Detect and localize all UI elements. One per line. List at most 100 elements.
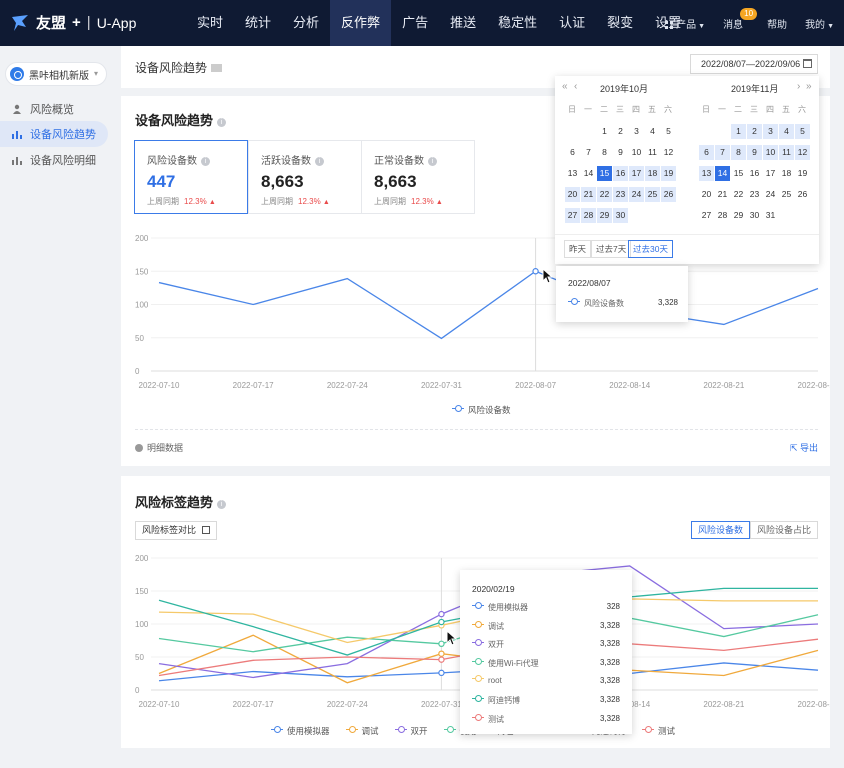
calendar-day[interactable]: 24 xyxy=(629,187,644,202)
calendar-day[interactable]: 15 xyxy=(733,168,744,178)
calendar-day[interactable]: 18 xyxy=(781,168,792,178)
calendar-day[interactable]: 11 xyxy=(648,147,657,157)
calendar-day[interactable]: 4 xyxy=(650,126,655,136)
sidebar-item-device-risk-detail[interactable]: 设备风险明细 xyxy=(0,147,108,173)
calendar-day[interactable]: 21 xyxy=(717,189,728,199)
nav-item-fission[interactable]: 裂变 xyxy=(607,15,634,30)
info-icon[interactable]: i xyxy=(315,157,324,166)
calendar-day[interactable]: 6 xyxy=(699,145,714,160)
calendar-day[interactable]: 2 xyxy=(618,126,623,136)
detail-data-toggle[interactable]: 明细数据 xyxy=(135,441,183,454)
calendar-day[interactable]: 16 xyxy=(749,168,760,178)
calendar-day[interactable]: 27 xyxy=(701,210,712,220)
calendar-day[interactable]: 14 xyxy=(715,166,730,181)
legend-item[interactable]: 调试 xyxy=(345,725,379,737)
calendar-day[interactable]: 7 xyxy=(586,147,591,157)
risk-tag-compare-button[interactable]: 风险标签对比 xyxy=(135,521,218,540)
toggle-risk-device-count[interactable]: 风险设备数 xyxy=(690,521,750,539)
shortcut-yesterday[interactable]: 昨天 xyxy=(564,240,592,258)
calendar-day[interactable]: 26 xyxy=(797,189,808,199)
legend-label[interactable]: 风险设备数 xyxy=(468,405,511,415)
brand-logo[interactable]: 友盟 + | U-App xyxy=(10,12,136,33)
help-link[interactable]: 帮助 xyxy=(767,19,788,31)
product-menu[interactable]: 产品 ▼ xyxy=(665,16,705,31)
calendar-day[interactable]: 17 xyxy=(629,166,644,181)
calendar-day[interactable]: 13 xyxy=(699,166,714,181)
calendar-day[interactable]: 6 xyxy=(570,147,575,157)
calendar-day[interactable]: 10 xyxy=(631,147,642,157)
calendar-day[interactable]: 9 xyxy=(747,145,762,160)
account-menu[interactable]: 我的 ▼ xyxy=(805,16,834,31)
calendar-day[interactable]: 30 xyxy=(613,208,628,223)
nav-item-statistics[interactable]: 统计 xyxy=(245,15,272,30)
calendar-day[interactable]: 30 xyxy=(749,210,760,220)
calendar-day[interactable]: 19 xyxy=(661,166,676,181)
info-icon[interactable]: i xyxy=(217,118,227,127)
next-month-icon[interactable]: › xyxy=(797,81,801,92)
calendar-day[interactable]: 16 xyxy=(613,166,628,181)
calendar-day[interactable]: 7 xyxy=(715,145,730,160)
nav-item-analysis[interactable]: 分析 xyxy=(293,15,320,30)
nav-item-anti-fraud[interactable]: 反作弊 xyxy=(330,0,392,46)
calendar-day[interactable]: 3 xyxy=(634,126,639,136)
calendar-day[interactable]: 9 xyxy=(618,147,623,157)
calendar-day[interactable]: 8 xyxy=(731,145,746,160)
calendar-day[interactable]: 12 xyxy=(795,145,810,160)
calendar-day[interactable]: 1 xyxy=(602,126,607,136)
calendar-day[interactable]: 13 xyxy=(567,168,578,178)
calendar-day[interactable]: 10 xyxy=(763,145,778,160)
calendar-day[interactable]: 21 xyxy=(581,187,596,202)
calendar-day[interactable]: 23 xyxy=(613,187,628,202)
metric-card-normal-devices[interactable]: 正常设备数 i 8,663 上周同期 12.3% ▲ xyxy=(361,140,475,214)
calendar-day[interactable]: 5 xyxy=(795,124,810,139)
toggle-risk-device-ratio[interactable]: 风险设备占比 xyxy=(749,521,818,539)
calendar-day[interactable]: 28 xyxy=(717,210,728,220)
calendar-day[interactable]: 4 xyxy=(779,124,794,139)
prev-month-icon[interactable]: ‹ xyxy=(574,81,578,92)
metric-card-risk-devices[interactable]: 风险设备数 i 447 上周同期 12.3% ▲ xyxy=(134,140,248,214)
calendar-day[interactable]: 3 xyxy=(763,124,778,139)
calendar-day[interactable]: 12 xyxy=(663,147,674,157)
calendar-day[interactable]: 1 xyxy=(731,124,746,139)
calendar-day[interactable]: 14 xyxy=(583,168,594,178)
calendar-day[interactable]: 23 xyxy=(749,189,760,199)
nav-item-push[interactable]: 推送 xyxy=(450,15,477,30)
calendar-day[interactable]: 22 xyxy=(597,187,612,202)
shortcut-last-30-days[interactable]: 过去30天 xyxy=(628,240,673,258)
sidebar-item-risk-overview[interactable]: 风险概览 xyxy=(0,96,108,122)
metric-card-active-devices[interactable]: 活跃设备数 i 8,663 上周同期 12.3% ▲ xyxy=(248,140,362,214)
calendar-day[interactable]: 18 xyxy=(645,166,660,181)
legend-item[interactable]: 双开 xyxy=(394,725,428,737)
shortcut-last-7-days[interactable]: 过去7天 xyxy=(591,240,632,258)
info-icon[interactable]: i xyxy=(217,500,227,509)
nav-item-auth[interactable]: 认证 xyxy=(559,15,586,30)
calendar-day[interactable]: 15 xyxy=(597,166,612,181)
info-icon[interactable]: i xyxy=(201,157,210,166)
legend-item[interactable]: 使用模拟器 xyxy=(271,725,330,737)
calendar-day[interactable]: 26 xyxy=(661,187,676,202)
calendar-day[interactable]: 31 xyxy=(765,210,776,220)
calendar-day[interactable]: 17 xyxy=(765,168,776,178)
info-icon[interactable]: i xyxy=(428,157,437,166)
calendar-day[interactable]: 29 xyxy=(733,210,744,220)
calendar-day[interactable]: 29 xyxy=(597,208,612,223)
legend-item[interactable]: 测试 xyxy=(642,725,675,737)
prev-year-icon[interactable]: « xyxy=(562,81,568,92)
calendar-day[interactable]: 19 xyxy=(797,168,808,178)
messages-link[interactable]: 消息 10 xyxy=(723,7,758,31)
calendar-day[interactable]: 25 xyxy=(645,187,660,202)
export-button[interactable]: ⇱ 导出 xyxy=(790,441,818,454)
calendar-day[interactable]: 27 xyxy=(565,208,580,223)
sidebar-item-device-risk-trend[interactable]: 设备风险趋势 xyxy=(0,121,108,147)
calendar-day[interactable]: 2 xyxy=(747,124,762,139)
calendar-day[interactable]: 28 xyxy=(581,208,596,223)
calendar-day[interactable]: 20 xyxy=(565,187,580,202)
app-selector[interactable]: 黑咔相机新版 ▾ xyxy=(5,62,107,86)
next-year-icon[interactable]: » xyxy=(806,81,812,92)
calendar-day[interactable]: 22 xyxy=(733,189,744,199)
nav-item-ads[interactable]: 广告 xyxy=(402,15,429,30)
calendar-day[interactable]: 5 xyxy=(666,126,671,136)
calendar-day[interactable]: 24 xyxy=(765,189,776,199)
calendar-day[interactable]: 11 xyxy=(779,145,794,160)
nav-item-realtime[interactable]: 实时 xyxy=(197,15,224,30)
